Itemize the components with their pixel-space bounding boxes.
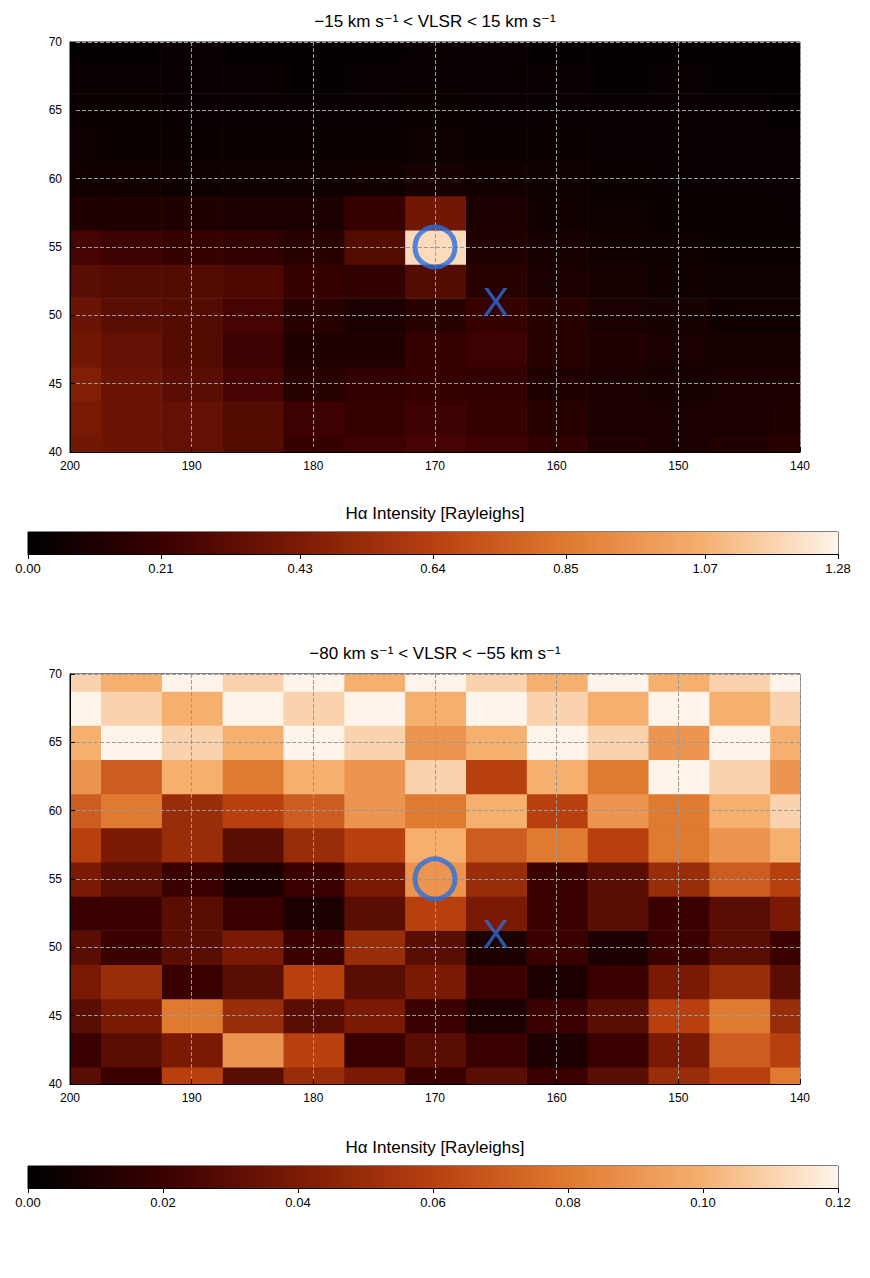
svg-text:0.85: 0.85 [553, 561, 578, 576]
svg-text:0.02: 0.02 [150, 1195, 175, 1210]
svg-text:190: 190 [182, 1091, 202, 1105]
svg-text:150: 150 [668, 459, 688, 473]
svg-text:0.00: 0.00 [15, 1195, 40, 1210]
svg-text:0.43: 0.43 [287, 561, 312, 576]
svg-text:45: 45 [49, 377, 63, 391]
svg-text:150: 150 [668, 1091, 688, 1105]
svg-text:65: 65 [49, 103, 63, 117]
svg-text:0.21: 0.21 [148, 561, 173, 576]
svg-text:1.07: 1.07 [692, 561, 717, 576]
svg-text:X: X [482, 280, 509, 324]
svg-text:60: 60 [49, 172, 63, 186]
svg-text:1.28: 1.28 [825, 561, 850, 576]
svg-text:Hα Intensity [Rayleighs]: Hα Intensity [Rayleighs] [346, 1138, 525, 1157]
svg-text:45: 45 [49, 1009, 63, 1023]
svg-text:55: 55 [49, 240, 63, 254]
svg-text:180: 180 [303, 1091, 323, 1105]
svg-text:180: 180 [303, 459, 323, 473]
svg-text:0.04: 0.04 [285, 1195, 310, 1210]
svg-text:170: 170 [425, 459, 445, 473]
svg-text:200: 200 [60, 459, 80, 473]
svg-text:40: 40 [49, 1077, 63, 1091]
svg-text:65: 65 [49, 735, 63, 749]
svg-text:0.10: 0.10 [690, 1195, 715, 1210]
svg-text:60: 60 [49, 804, 63, 818]
svg-text:0.00: 0.00 [15, 561, 40, 576]
svg-text:70: 70 [49, 667, 63, 681]
svg-text:140: 140 [790, 1091, 810, 1105]
svg-text:50: 50 [49, 308, 63, 322]
svg-text:160: 160 [547, 459, 567, 473]
svg-text:55: 55 [49, 872, 63, 886]
svg-text:140: 140 [790, 459, 810, 473]
svg-text:Hα Intensity [Rayleighs]: Hα Intensity [Rayleighs] [346, 504, 525, 523]
svg-text:0.64: 0.64 [420, 561, 445, 576]
svg-text:0.06: 0.06 [420, 1195, 445, 1210]
svg-text:0.12: 0.12 [825, 1195, 850, 1210]
svg-text:190: 190 [182, 459, 202, 473]
svg-text:200: 200 [60, 1091, 80, 1105]
svg-text:170: 170 [425, 1091, 445, 1105]
svg-text:160: 160 [547, 1091, 567, 1105]
svg-text:70: 70 [49, 35, 63, 49]
svg-text:0.08: 0.08 [555, 1195, 580, 1210]
svg-text:X: X [482, 912, 509, 956]
svg-text:−80 km s⁻¹ < VLSR < −55 km s⁻¹: −80 km s⁻¹ < VLSR < −55 km s⁻¹ [309, 644, 561, 663]
svg-text:40: 40 [49, 445, 63, 459]
svg-text:−15 km s⁻¹ < VLSR < 15 km s⁻¹: −15 km s⁻¹ < VLSR < 15 km s⁻¹ [314, 12, 556, 31]
svg-text:50: 50 [49, 940, 63, 954]
